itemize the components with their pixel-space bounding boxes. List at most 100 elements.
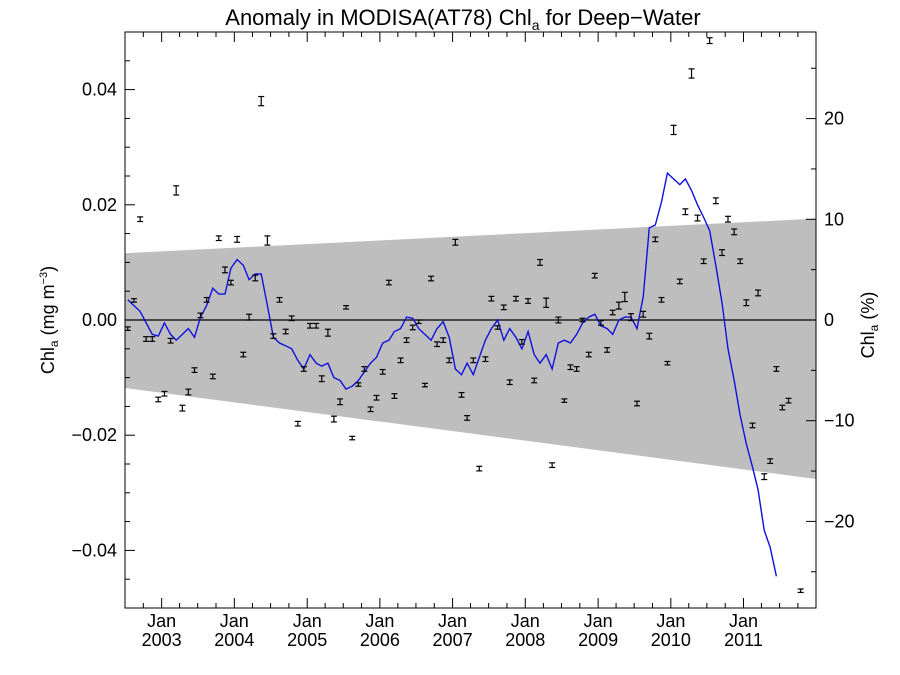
data-point [664, 360, 671, 366]
data-point [276, 296, 283, 303]
data-point [628, 313, 635, 322]
data-point [506, 379, 513, 386]
x-tick-label-month: Jan [438, 611, 467, 631]
data-point [313, 322, 320, 329]
data-point [415, 319, 422, 325]
x-tick-label-year: 2006 [360, 630, 400, 650]
data-point [749, 422, 756, 429]
y-axis-left-label-units: (mg m [38, 284, 58, 340]
data-point [706, 37, 713, 45]
data-point [761, 473, 768, 481]
data-point [306, 322, 313, 329]
chart-title-suffix: for Deep−Water [540, 5, 701, 30]
data-point [324, 328, 331, 337]
data-point [676, 278, 683, 285]
y-left-tick-label: 0.00 [82, 310, 117, 330]
x-tick-label-month: Jan [220, 611, 249, 631]
data-point [137, 216, 144, 223]
y-axis-right-label-subscript: a [867, 324, 881, 331]
data-point [604, 347, 611, 353]
x-tick-label-month: Jan [729, 611, 758, 631]
y-left-tick-label: 0.02 [82, 195, 117, 215]
data-points-layer [124, 37, 804, 594]
data-point [688, 68, 695, 79]
y-right-tick-label: 0 [824, 310, 834, 330]
data-point [440, 337, 447, 344]
data-point [397, 357, 404, 364]
x-tick-label-month: Jan [293, 611, 322, 631]
confidence-band-layer [125, 218, 816, 479]
chart-title-subscript: a [532, 17, 540, 33]
data-point [167, 337, 174, 344]
data-point [179, 404, 186, 412]
data-point [191, 367, 198, 374]
data-point [124, 326, 131, 331]
x-tick-label-year: 2004 [214, 630, 254, 650]
y-axis-right-label-units: (%) [858, 292, 878, 325]
data-point [355, 382, 362, 387]
data-point [531, 377, 538, 384]
data-point [773, 366, 780, 372]
y-right-tick-label: 20 [824, 109, 844, 129]
data-point [203, 296, 210, 303]
data-point [264, 235, 271, 246]
data-point [712, 197, 719, 205]
data-point [373, 394, 380, 401]
data-point [512, 295, 519, 302]
data-point [755, 289, 762, 297]
data-point [282, 328, 289, 335]
data-point [385, 279, 392, 286]
y-left-tick-label: 0.04 [82, 80, 117, 100]
data-point [573, 366, 580, 372]
data-point [403, 337, 410, 344]
data-point [330, 415, 337, 423]
data-point [428, 275, 435, 282]
data-point [525, 298, 532, 304]
axes-layer: 0.040.020.00−0.02−0.0420100−10−20Jan2003… [71, 31, 855, 650]
data-point [591, 272, 598, 279]
data-point [149, 336, 156, 342]
data-point [670, 124, 677, 136]
data-point [543, 297, 550, 308]
data-point [700, 258, 707, 265]
y-right-tick-label: 10 [824, 209, 844, 229]
x-tick-label-month: Jan [511, 611, 540, 631]
data-point [633, 400, 640, 407]
data-point [567, 364, 574, 371]
data-point [300, 366, 307, 372]
y-right-tick-label: −10 [824, 411, 855, 431]
data-point [452, 238, 459, 246]
data-point [743, 299, 750, 307]
data-point [258, 95, 265, 107]
data-point [197, 312, 204, 319]
y-axis-right-label: Chla (%) [858, 292, 881, 359]
data-point [288, 315, 295, 322]
data-point [294, 420, 301, 427]
data-point [421, 382, 428, 388]
data-point [234, 235, 241, 243]
smoothed-anomaly-line [127, 171, 778, 577]
data-point [785, 397, 792, 404]
data-point [561, 398, 568, 403]
data-point [240, 351, 247, 358]
data-point [549, 462, 556, 469]
data-point [464, 415, 471, 421]
data-point [379, 368, 386, 375]
data-point [337, 398, 344, 406]
data-point [555, 316, 562, 324]
data-point [658, 296, 665, 303]
data-point [615, 301, 622, 310]
x-tick-label-year: 2011 [724, 630, 763, 650]
chart-title: Anomaly in MODISA(AT78) Chla for Deep−Wa… [225, 5, 700, 33]
data-point [500, 304, 507, 311]
x-tick-label-year: 2003 [142, 630, 182, 650]
data-point [318, 375, 325, 383]
data-point [173, 185, 180, 196]
data-point [446, 357, 453, 364]
data-point [779, 404, 786, 411]
data-point [434, 341, 441, 348]
data-point [536, 258, 543, 266]
x-tick-label-month: Jan [365, 611, 394, 631]
x-tick-label-year: 2005 [287, 630, 327, 650]
